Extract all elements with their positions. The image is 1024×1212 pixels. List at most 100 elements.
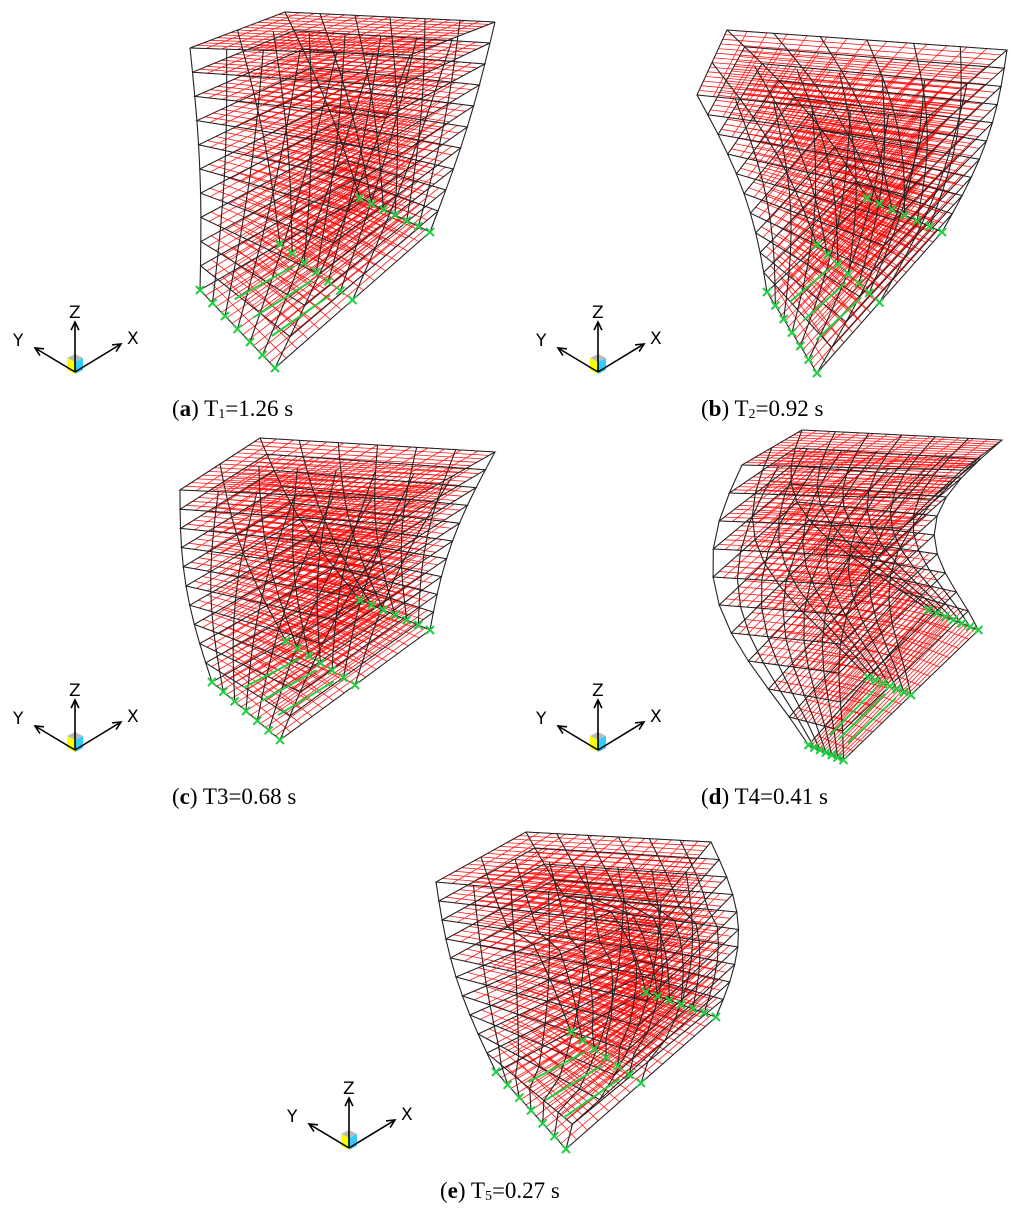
- support-marker: [624, 1069, 635, 1080]
- support-marker: [323, 276, 334, 287]
- support-marker: [241, 706, 251, 716]
- building-model-c: [178, 437, 497, 745]
- support-marker: [366, 198, 377, 209]
- supports: [207, 595, 435, 745]
- z-axis-label: Z: [69, 303, 81, 323]
- floor-edge-beam: [747, 555, 947, 674]
- support-beam: [243, 657, 300, 689]
- z-axis-label: Z: [592, 303, 604, 323]
- support-marker: [413, 620, 424, 630]
- support-marker: [874, 297, 885, 308]
- floor-edge-beam: [468, 943, 736, 1076]
- support-marker: [965, 621, 975, 632]
- support-marker: [937, 227, 947, 237]
- frame-column: [847, 452, 913, 690]
- support-marker: [378, 605, 389, 615]
- support-marker: [287, 248, 297, 259]
- floor-edge-beam: [199, 141, 455, 275]
- support-marker: [311, 267, 321, 277]
- x-axis-arrow-head: [111, 721, 123, 730]
- support-marker: [711, 1012, 721, 1022]
- support-marker: [812, 240, 822, 250]
- support-marker: [762, 287, 772, 297]
- z-axis-arrow-head: [344, 1096, 354, 1107]
- floor-edge-beam: [178, 469, 478, 549]
- y-axis-label: Y: [12, 709, 24, 729]
- floor-edge-beam: [726, 79, 999, 196]
- support-marker: [778, 314, 789, 324]
- x-axis-label: X: [650, 707, 662, 727]
- frame-column: [327, 35, 382, 282]
- support-beam: [838, 693, 887, 740]
- support-marker: [948, 615, 959, 625]
- axis-triad-a: Z Y X: [12, 303, 139, 374]
- support-marker: [795, 341, 806, 351]
- support-marker: [304, 650, 314, 661]
- panel-e: Z Y X (e) T5=0.27 s: [256, 812, 768, 1212]
- floor-edge-beam: [743, 113, 988, 247]
- supports: [195, 193, 435, 373]
- support-beam: [828, 688, 876, 737]
- support-marker: [229, 696, 240, 707]
- support-beam: [789, 266, 832, 303]
- z-axis-label: Z: [592, 681, 604, 701]
- floor-edge-beam: [181, 502, 461, 597]
- frame-column: [582, 864, 614, 1058]
- support-marker: [366, 600, 377, 610]
- y-axis-arrow: [34, 725, 76, 751]
- frame-column: [754, 65, 828, 255]
- y-axis-label: Y: [535, 709, 547, 729]
- caption-e: (e) T5=0.27 s: [440, 1178, 560, 1204]
- z-axis-label: Z: [69, 681, 81, 701]
- x-axis-arrow-head: [634, 721, 646, 730]
- frame-column: [292, 467, 310, 656]
- support-marker: [401, 615, 412, 625]
- y-axis-arrow-head: [33, 725, 45, 734]
- y-axis-label: Y: [12, 331, 24, 351]
- floor-edge-beam: [717, 63, 1003, 170]
- floor-edge-beam: [440, 863, 728, 952]
- support-beam: [545, 1064, 603, 1101]
- axis-triad-d: Z Y X: [535, 681, 662, 752]
- support-marker: [378, 204, 389, 215]
- frame-column: [802, 449, 884, 684]
- floor-edge-beam: [718, 519, 936, 616]
- support-marker: [401, 215, 412, 226]
- floor-edge-beam: [759, 163, 964, 323]
- floor-edge-beam: [740, 429, 1004, 471]
- z-axis-arrow-head: [593, 698, 603, 709]
- support-marker: [275, 735, 285, 745]
- y-axis-arrow: [557, 347, 599, 373]
- support-marker: [822, 249, 833, 260]
- support-marker: [549, 1131, 560, 1141]
- support-marker: [924, 221, 935, 232]
- support-marker: [833, 259, 843, 269]
- floor-edge-beam: [195, 67, 481, 150]
- support-beam: [815, 296, 862, 341]
- floor-edge-beam: [461, 927, 739, 1051]
- floor-edge-beam: [730, 537, 939, 645]
- floor-edge-beam: [199, 160, 447, 307]
- support-marker: [390, 610, 400, 620]
- support-marker: [874, 198, 885, 209]
- support-beam: [260, 669, 317, 703]
- support-marker: [803, 354, 814, 365]
- floor-edge-beam: [454, 911, 740, 1027]
- support-marker: [263, 725, 274, 736]
- support-marker: [863, 672, 874, 683]
- support-beam: [802, 281, 847, 322]
- support-marker: [636, 1078, 646, 1088]
- floor-edge-beam: [178, 453, 488, 525]
- floor-edge-beam: [696, 29, 1009, 119]
- floor-edge-beam: [204, 583, 435, 717]
- y-axis-arrow-head: [307, 1123, 319, 1132]
- caption-d: (d) T4=0.41 s: [701, 784, 828, 809]
- y-axis-arrow: [308, 1123, 350, 1149]
- y-axis-arrow-head: [556, 725, 568, 734]
- support-marker: [787, 327, 797, 338]
- floor-edge-beam: [192, 30, 491, 87]
- support-marker: [207, 677, 217, 687]
- panel-b: Z Y X (b) T2=0.92 s: [512, 0, 1024, 430]
- caption-b: (b) T2=0.92 s: [701, 396, 824, 422]
- floor-edge-beam: [180, 486, 469, 573]
